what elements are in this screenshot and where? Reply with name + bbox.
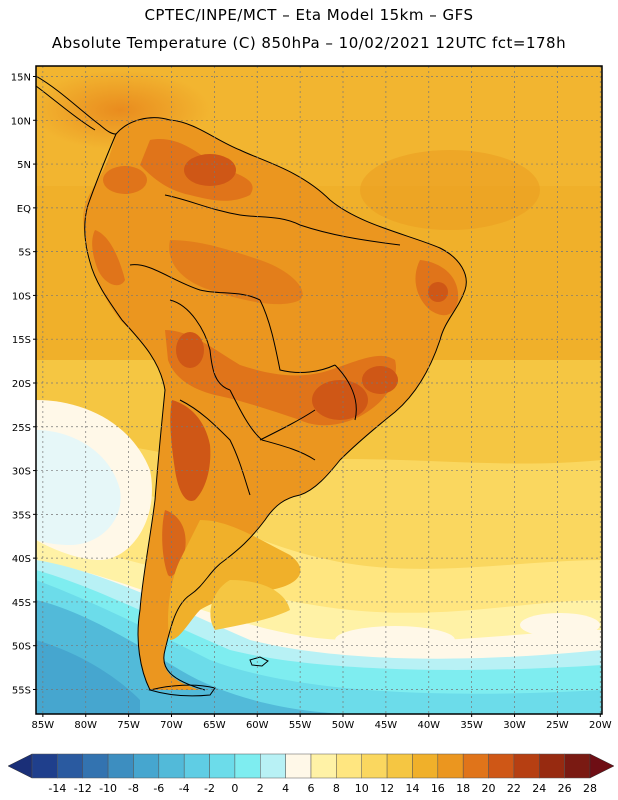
colorbar-label: -10 [99,782,117,795]
map-title-line1: CPTEC/INPE/MCT – Eta Model 15km – GFS [144,6,474,24]
lon-label: 80W [74,720,97,731]
colorbar-swatch [539,753,565,779]
lat-label: EQ [17,204,31,215]
colorbar-swatch [209,753,236,779]
lon-label: 55W [289,720,312,731]
lon-label: 85W [32,720,55,731]
colorbar-swatch [183,753,210,779]
colorbar-label: 0 [231,782,238,795]
lon-label: 20W [589,720,612,731]
colorbar-swatch [437,753,464,779]
lat-label: 10N [11,116,31,127]
colorbar-label: 28 [583,782,597,795]
colorbar-swatch [31,753,58,779]
colorbar-label: -14 [48,782,66,795]
colorbar-swatch [107,753,134,779]
lon-label: 75W [117,720,140,731]
lon-label: 30W [503,720,526,731]
graticule [36,66,602,714]
lat-label: 35S [12,510,31,521]
colorbar-label: 24 [532,782,546,795]
lat-label: 5N [17,160,31,171]
colorbar-label: 4 [282,782,289,795]
colorbar-label: -12 [74,782,92,795]
colorbar-label: 16 [431,782,445,795]
colorbar: -14 -12 -10 -8 -6 -4 -2 0 2 4 6 8 10 12 14 16 18 20 22 24 26… [7,753,615,795]
lat-label: 15N [11,73,31,84]
colorbar-label: -8 [128,782,139,795]
colorbar-label: 10 [355,782,369,795]
lon-label: 65W [203,720,226,731]
colorbar-label: 2 [257,782,264,795]
lon-label: 70W [160,720,183,731]
colorbar-swatch [361,753,388,779]
lat-label: 45S [12,598,31,609]
colorbar-label: -6 [153,782,164,795]
lat-label: 30S [12,467,31,478]
coastlines [36,75,467,697]
colorbar-swatch [57,753,83,779]
colorbar-label: 12 [380,782,394,795]
colorbar-swatch [260,753,286,779]
colorbar-label: 22 [507,782,521,795]
colorbar-swatch [412,753,439,779]
colorbar-label: 26 [558,782,572,795]
lat-label: 5S [18,248,31,259]
colorbar-swatch [285,753,312,779]
colorbar-swatch [386,753,413,779]
lon-label: 50W [332,720,355,731]
lat-label: 15S [12,335,31,346]
lat-label: 20S [12,379,31,390]
colorbar-low-arrow [7,753,33,779]
colorbar-swatch [82,753,109,779]
lat-label: 25S [12,423,31,434]
longitude-labels: 85W 80W 75W 70W 65W 60W 55W 50W 45W 40W 35W 30W 25W 2… [32,714,612,731]
colorbar-label: 8 [333,782,340,795]
lon-label: 60W [246,720,269,731]
colorbar-label: -2 [204,782,215,795]
colorbar-label: 6 [308,782,315,795]
colorbar-swatch [158,753,185,779]
colorbar-swatch [488,753,515,779]
colorbar-swatch [564,753,591,779]
colorbar-swatch [234,753,261,779]
colorbar-high-arrow [589,753,615,779]
map-title-line2: Absolute Temperature (C) 850hPa – 10/02/… [51,34,567,52]
colorbar-label: -4 [179,782,190,795]
latitude-labels: 15N 10N 5N EQ 5S 10S 15S 20S 25S 30S 35S 40S 45S 50S 5… [11,73,36,696]
colorbar-swatch [133,753,160,779]
lon-label: 40W [417,720,440,731]
lon-label: 35W [460,720,483,731]
lat-label: 40S [12,554,31,565]
lat-label: 10S [12,291,31,302]
map-frame [35,65,603,715]
lon-label: 45W [375,720,398,731]
lon-label: 25W [546,720,569,731]
lat-label: 55S [12,685,31,696]
colorbar-swatch [310,753,337,779]
temperature-field [36,66,602,714]
colorbar-label: 20 [482,782,496,795]
colorbar-swatch [336,753,362,779]
colorbar-label: 18 [456,782,470,795]
colorbar-swatch [462,753,489,779]
lat-label: 50S [12,642,31,653]
colorbar-swatch [513,753,540,779]
colorbar-label: 14 [405,782,419,795]
